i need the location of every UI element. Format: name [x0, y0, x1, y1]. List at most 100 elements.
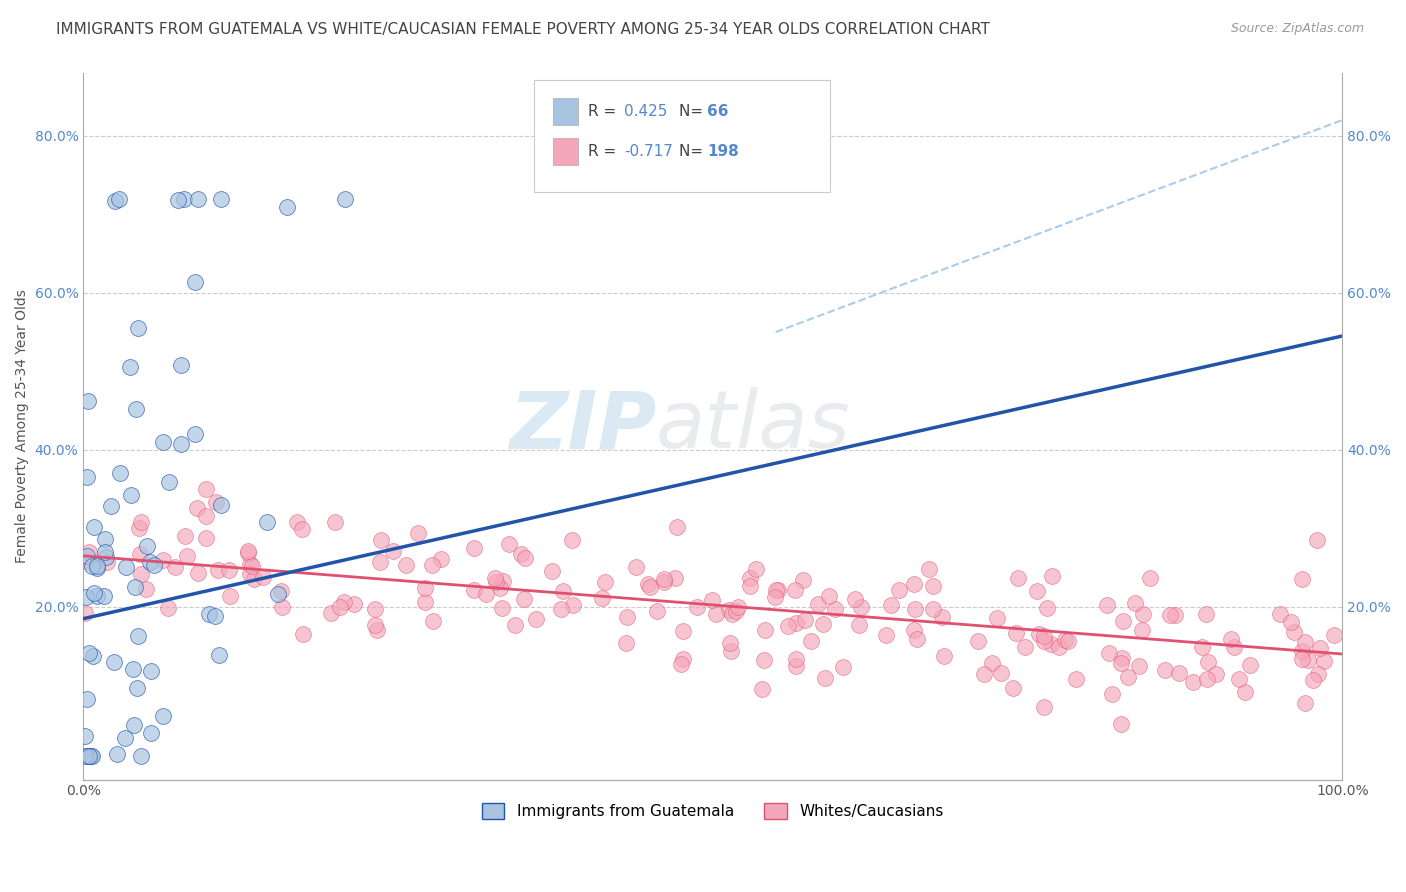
Point	[238, 566, 260, 581]
Point	[616, 610, 638, 624]
Point	[422, 614, 444, 628]
Point	[173, 192, 195, 206]
Point	[208, 648, 231, 663]
Point	[218, 589, 240, 603]
Point	[904, 602, 927, 616]
Point	[844, 592, 866, 607]
Point	[1239, 658, 1261, 673]
Point	[754, 652, 776, 666]
Point	[1191, 640, 1213, 654]
Point	[1040, 637, 1063, 651]
Point	[738, 571, 761, 585]
Point	[209, 192, 232, 206]
Point	[139, 555, 162, 569]
Y-axis label: Female Poverty Among 25-34 Year Olds: Female Poverty Among 25-34 Year Olds	[15, 289, 30, 563]
Point	[76, 749, 98, 764]
Point	[107, 747, 129, 761]
Point	[343, 597, 366, 611]
Point	[1032, 629, 1054, 643]
Point	[152, 552, 174, 566]
Point	[778, 618, 800, 632]
Point	[1033, 699, 1056, 714]
Point	[121, 662, 143, 676]
Point	[793, 613, 815, 627]
Point	[125, 402, 148, 417]
Point	[194, 509, 217, 524]
Point	[183, 427, 205, 442]
Point	[329, 599, 352, 614]
Point	[1154, 663, 1177, 677]
Point	[80, 558, 103, 573]
Text: Source: ZipAtlas.com: Source: ZipAtlas.com	[1230, 22, 1364, 36]
Point	[1195, 607, 1218, 621]
Point	[475, 587, 498, 601]
Point	[139, 664, 162, 678]
Point	[880, 598, 903, 612]
Text: atlas: atlas	[657, 387, 851, 466]
Point	[903, 623, 925, 637]
Point	[1294, 634, 1316, 648]
Point	[1205, 666, 1227, 681]
Point	[195, 482, 218, 496]
Point	[1040, 569, 1063, 583]
Point	[671, 657, 693, 671]
Point	[156, 601, 179, 615]
Point	[903, 577, 925, 591]
Point	[285, 516, 308, 530]
Point	[93, 589, 115, 603]
Point	[114, 731, 136, 745]
Point	[932, 648, 955, 663]
Point	[1064, 672, 1087, 686]
Point	[800, 633, 823, 648]
Point	[80, 749, 103, 764]
Point	[849, 600, 872, 615]
Point	[1014, 640, 1036, 654]
Point	[509, 547, 531, 561]
Point	[169, 358, 191, 372]
Point	[94, 532, 117, 546]
Point	[186, 501, 208, 516]
Point	[129, 566, 152, 581]
Point	[1219, 632, 1241, 646]
Point	[1004, 625, 1026, 640]
Point	[751, 682, 773, 697]
Point	[1130, 623, 1153, 637]
Point	[205, 494, 228, 508]
Point	[82, 749, 104, 764]
Point	[785, 659, 807, 673]
Point	[463, 582, 485, 597]
Point	[165, 560, 187, 574]
Point	[1291, 644, 1313, 658]
Point	[238, 543, 260, 558]
Text: 198: 198	[707, 145, 740, 159]
Point	[637, 577, 659, 591]
Point	[110, 466, 132, 480]
Point	[127, 681, 149, 695]
Point	[811, 617, 834, 632]
Point	[207, 563, 229, 577]
Point	[129, 547, 152, 561]
Point	[1306, 667, 1329, 681]
Point	[115, 559, 138, 574]
Point	[1227, 672, 1250, 686]
Point	[1268, 607, 1291, 621]
Point	[1279, 615, 1302, 629]
Point	[82, 648, 104, 663]
Point	[124, 580, 146, 594]
Text: R =: R =	[588, 145, 621, 159]
Point	[664, 571, 686, 585]
Point	[718, 636, 741, 650]
Point	[524, 612, 547, 626]
Point	[129, 749, 152, 764]
Point	[1323, 628, 1346, 642]
Point	[292, 627, 315, 641]
Point	[1033, 633, 1056, 648]
Point	[1101, 687, 1123, 701]
Point	[366, 623, 388, 637]
Point	[96, 555, 118, 569]
Text: -0.717: -0.717	[624, 145, 673, 159]
Point	[986, 611, 1008, 625]
Point	[1282, 625, 1305, 640]
Point	[1132, 607, 1154, 622]
Point	[818, 589, 841, 603]
